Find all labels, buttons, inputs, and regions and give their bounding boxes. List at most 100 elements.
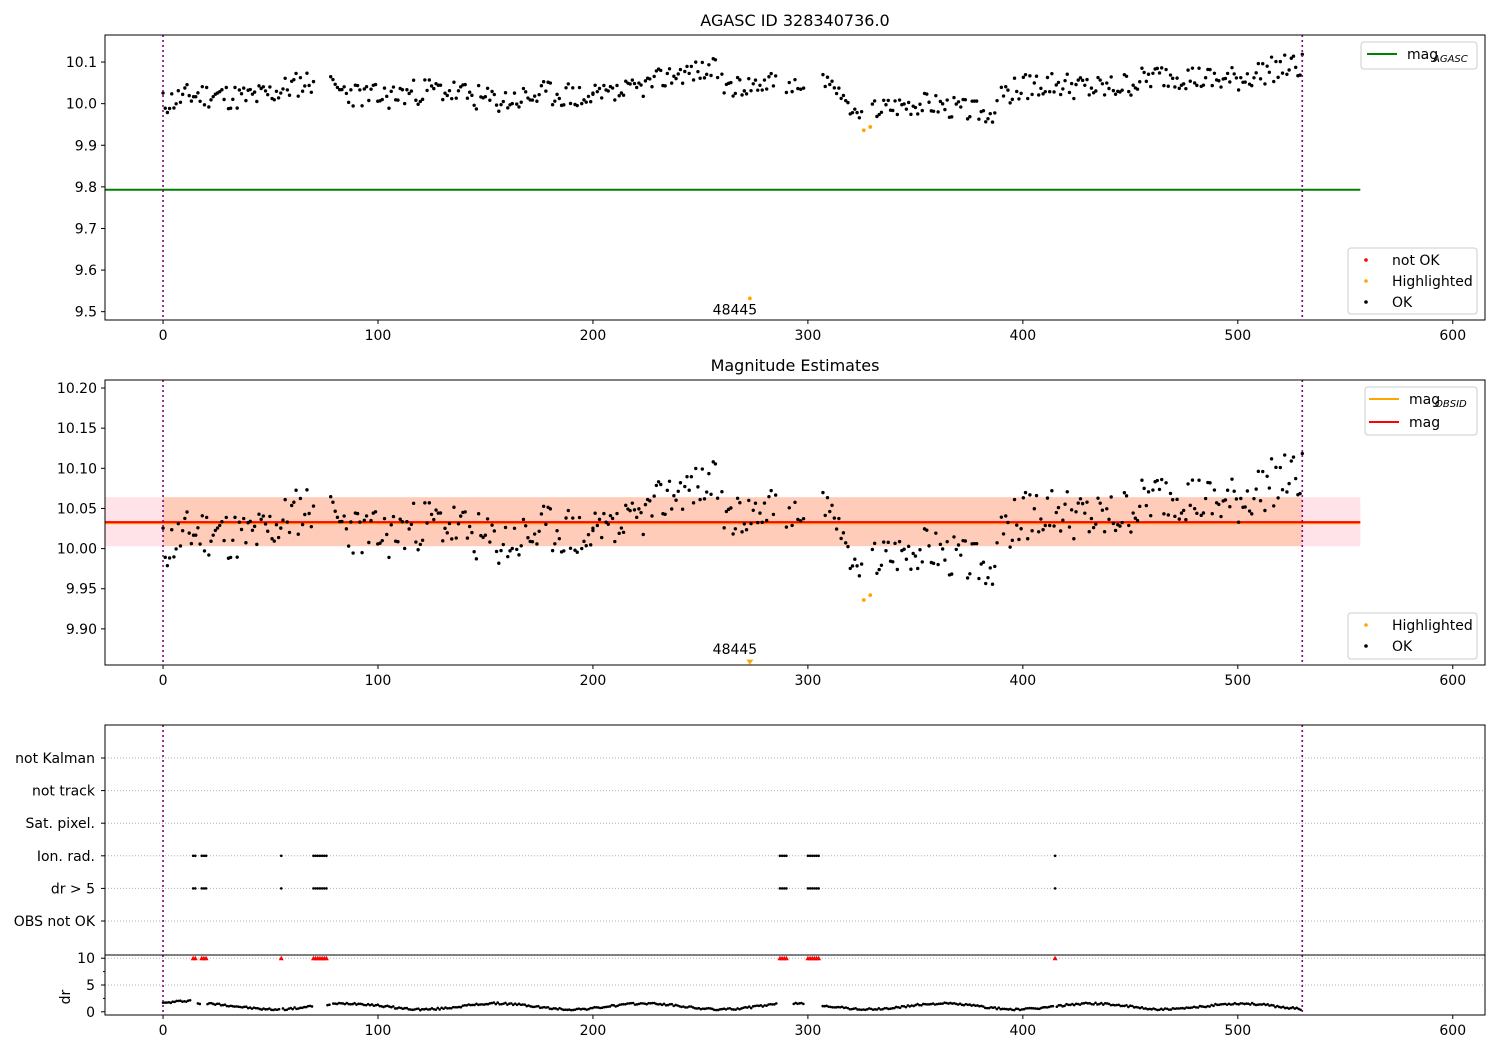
agasc-ok-point (709, 73, 713, 78)
agasc-ok-point (747, 76, 751, 81)
dr-point (920, 1003, 923, 1007)
mag-ok-point (1140, 478, 1144, 482)
mag-ok-point (1179, 511, 1184, 515)
agasc-ok-point (1285, 72, 1289, 77)
dr-point (726, 1007, 730, 1010)
flags-flag-point (810, 854, 814, 858)
mag-ok-point (1012, 497, 1017, 502)
dr-point (237, 1005, 240, 1009)
agasc-ok-point (1036, 93, 1041, 97)
agasc-ok-point (1201, 83, 1206, 87)
agasc-ok-point (1190, 66, 1195, 70)
mag-xtick-label: 300 (795, 673, 822, 689)
mag-ok-point (432, 517, 436, 522)
mag-ok-point (650, 514, 654, 518)
dr-point (1158, 1008, 1161, 1012)
dr-point (732, 1008, 736, 1011)
dr-point (718, 1007, 722, 1011)
mag-ok-point (897, 539, 902, 544)
dr-point (436, 1006, 440, 1010)
dr-point (254, 1006, 258, 1010)
agasc-xtick-label: 600 (1439, 328, 1466, 344)
mag-ok-point (1157, 487, 1162, 492)
mag-ok-point (1135, 518, 1140, 523)
mag-ok-point (938, 542, 943, 547)
agasc-legend-marker (1364, 300, 1368, 304)
agasc-ok-point (674, 76, 678, 81)
mag-ok-point (1023, 490, 1028, 495)
dr-point (1281, 1005, 1285, 1009)
dr-point (333, 1002, 337, 1005)
agasc-ok-point (211, 94, 215, 99)
agasc-ok-point (537, 92, 541, 97)
flags-flag-point (191, 854, 195, 858)
dr-point (370, 1003, 374, 1006)
dr-point (701, 1007, 705, 1010)
mag-ok-point (425, 521, 429, 525)
mag-ok-point (1045, 496, 1050, 500)
agasc-ok-point (163, 106, 167, 110)
agasc-ok-point (1254, 71, 1258, 75)
dr-point (693, 1006, 697, 1010)
mag-ok-point (954, 547, 958, 552)
flags-flag-point (815, 887, 818, 890)
dr-point (206, 1002, 209, 1006)
dr-point (997, 1006, 1001, 1009)
agasc-ok-point (801, 86, 806, 90)
agasc-ok-point (438, 83, 443, 87)
mag-ok-point (1186, 482, 1190, 486)
agasc-axes-frame (104, 34, 1486, 321)
agasc-ok-point (425, 88, 429, 93)
dr-point (999, 1007, 1003, 1011)
mag-ok-point (665, 488, 670, 493)
dr-point (1167, 1008, 1171, 1011)
mag-ok-point (1087, 530, 1091, 534)
agasc-ok-point (1239, 75, 1243, 80)
mag-ok-point (1142, 486, 1146, 491)
mag-ok-point (1269, 457, 1274, 461)
dr-point (1121, 1004, 1124, 1008)
dr-point (755, 1004, 759, 1007)
mag-ok-point (541, 504, 546, 509)
dr-point (1111, 1003, 1115, 1007)
agasc-ok-point (512, 91, 517, 95)
mag-ok-point (931, 561, 936, 566)
agasc-ok-point (296, 94, 300, 98)
dr-point (535, 1005, 538, 1008)
mag-ok-point (977, 576, 981, 581)
agasc-ok-point (886, 98, 890, 103)
agasc-ok-point (954, 102, 958, 106)
dr-point (448, 1006, 451, 1010)
dr-point (219, 1003, 223, 1007)
agasc-ok-point (689, 64, 694, 69)
agasc-ok-point (799, 87, 803, 91)
mag-ok-point (606, 522, 610, 526)
mag-ok-point (1160, 477, 1164, 482)
mag-ok-point (183, 516, 187, 521)
agasc-ok-point (1041, 92, 1045, 96)
mag-ok-point (568, 546, 573, 550)
mag-legend-marker (1364, 623, 1368, 627)
dr-point (831, 1005, 834, 1009)
agasc-ok-point (1223, 76, 1228, 81)
agasc-ok-point (990, 120, 995, 124)
mag-ok-point (1034, 493, 1039, 498)
agasc-ok-point (615, 83, 619, 88)
mag-ok-point (1078, 497, 1083, 501)
agasc-ok-point (183, 86, 187, 90)
agasc-ok-point (237, 88, 242, 92)
agasc-legend-points-box (1347, 247, 1478, 315)
mag-ok-point (1127, 523, 1131, 528)
dr-point (720, 1007, 724, 1011)
mag-ok-point (1085, 500, 1089, 504)
agasc-ok-point (1034, 74, 1039, 78)
agasc-legend-marker (1364, 258, 1368, 262)
mag-ok-point (879, 563, 884, 568)
agasc-ok-point (1162, 83, 1166, 88)
dr-point (449, 1007, 453, 1010)
dr-point (444, 1006, 447, 1009)
agasc-ok-point (986, 117, 990, 121)
agasc-ok-point (564, 86, 568, 90)
dr-point (537, 1004, 540, 1008)
dr-point (604, 1005, 608, 1009)
